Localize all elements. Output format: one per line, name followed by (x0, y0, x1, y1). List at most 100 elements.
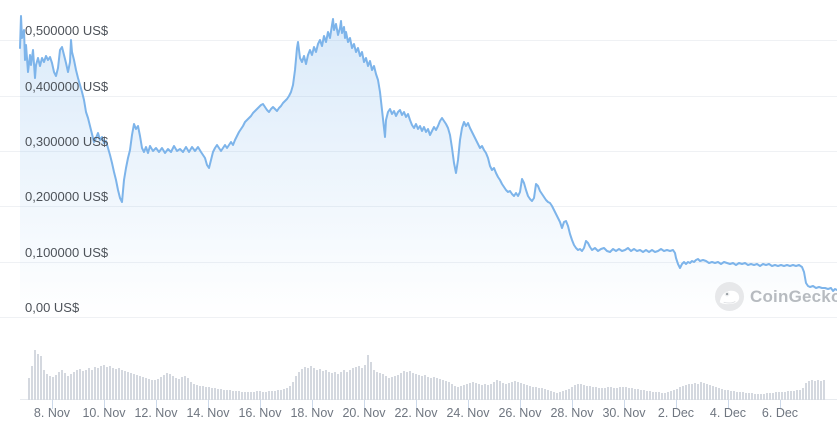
volume-bar (487, 385, 489, 400)
volume-bar (130, 373, 132, 400)
volume-bar (391, 377, 393, 400)
x-axis-label: 24. Nov (446, 406, 490, 420)
volume-bar (580, 384, 582, 400)
volume-bar (505, 384, 507, 400)
volume-bar (232, 391, 234, 400)
y-axis-label: 0,200000 US$ (25, 189, 109, 204)
volume-bar (814, 381, 816, 400)
volume-bar (358, 366, 360, 400)
volume-bar (85, 370, 87, 400)
volume-bar (451, 384, 453, 400)
volume-bar (160, 377, 162, 400)
volume-bar (628, 388, 630, 400)
volume-bar (166, 373, 168, 400)
volume-bar (493, 382, 495, 400)
volume-bar (583, 385, 585, 400)
volume-bar (625, 387, 627, 400)
volume-bar (103, 365, 105, 400)
price-line[interactable] (19, 15, 837, 292)
volume-bar (415, 374, 417, 400)
volume-bar (661, 393, 663, 400)
volume-bar (178, 379, 180, 400)
volume-bar (769, 393, 771, 400)
volume-bar (106, 367, 108, 400)
volume-bar (337, 374, 339, 400)
volume-bar (187, 378, 189, 400)
volume-bar (646, 391, 648, 400)
volume-bar (766, 393, 768, 400)
volume-bar (319, 369, 321, 400)
volume-bar (568, 389, 570, 400)
volume-bar (466, 384, 468, 400)
volume-bar (154, 380, 156, 400)
volume-bar (289, 386, 291, 400)
volume-bar (367, 355, 369, 400)
volume-bar (49, 376, 51, 400)
volume-bar (325, 370, 327, 400)
volume-bars (28, 350, 825, 400)
x-axis-label: 14. Nov (186, 406, 230, 420)
x-axis-label: 8. Nov (34, 406, 71, 420)
volume-bar (472, 382, 474, 400)
volume-bar (109, 366, 111, 400)
volume-bar (292, 382, 294, 400)
volume-bar (400, 373, 402, 400)
volume-bar (796, 390, 798, 400)
volume-bar (226, 390, 228, 400)
volume-bar (214, 388, 216, 400)
volume-bar (577, 384, 579, 400)
volume-bar (82, 371, 84, 400)
volume-bar (352, 368, 354, 400)
volume-bar (820, 381, 822, 400)
volume-bar (727, 390, 729, 400)
volume-bar (208, 387, 210, 400)
volume-bar (781, 392, 783, 400)
volume-bar (124, 371, 126, 400)
volume-bar (724, 390, 726, 400)
volume-bar (235, 391, 237, 400)
volume-bar (169, 374, 171, 400)
volume-bar (664, 393, 666, 400)
volume-bar (205, 387, 207, 400)
volume-bar (181, 377, 183, 400)
volume-bar (94, 367, 96, 400)
volume-bar (310, 366, 312, 400)
y-axis-label: 0,500000 US$ (25, 23, 109, 38)
price-area-fill (20, 16, 837, 317)
volume-bar (115, 369, 117, 400)
volume-bar (805, 383, 807, 400)
volume-bar (343, 370, 345, 400)
volume-bar (535, 387, 537, 400)
volume-bar (139, 376, 141, 400)
volume-bar (58, 372, 60, 400)
x-axis-label: 22. Nov (394, 406, 438, 420)
volume-bar (196, 385, 198, 400)
volume-bar (673, 390, 675, 400)
volume-bar (652, 392, 654, 400)
volume-bar (703, 383, 705, 400)
volume-bar (424, 375, 426, 400)
volume-bar (334, 372, 336, 400)
volume-bar (736, 392, 738, 400)
volume-bar (370, 362, 372, 400)
volume-bar (70, 374, 72, 400)
volume-bar (757, 394, 759, 400)
volume-bar (640, 390, 642, 400)
volume-bar (802, 388, 804, 400)
volume-bar (817, 380, 819, 400)
volume-bar (517, 382, 519, 400)
x-axis-labels: 8. Nov 10. Nov 12. Nov 14. Nov 16. Nov 18. No… (34, 406, 798, 420)
volume-bar (463, 385, 465, 400)
volume-bar (385, 376, 387, 400)
volume-bar (481, 385, 483, 400)
volume-bar (823, 380, 825, 400)
volume-bar (658, 392, 660, 400)
volume-bar (259, 391, 261, 400)
volume-bar (457, 387, 459, 400)
volume-bar (553, 392, 555, 400)
volume-bar (427, 377, 429, 400)
volume-bar (637, 389, 639, 400)
volume-bar (787, 391, 789, 400)
